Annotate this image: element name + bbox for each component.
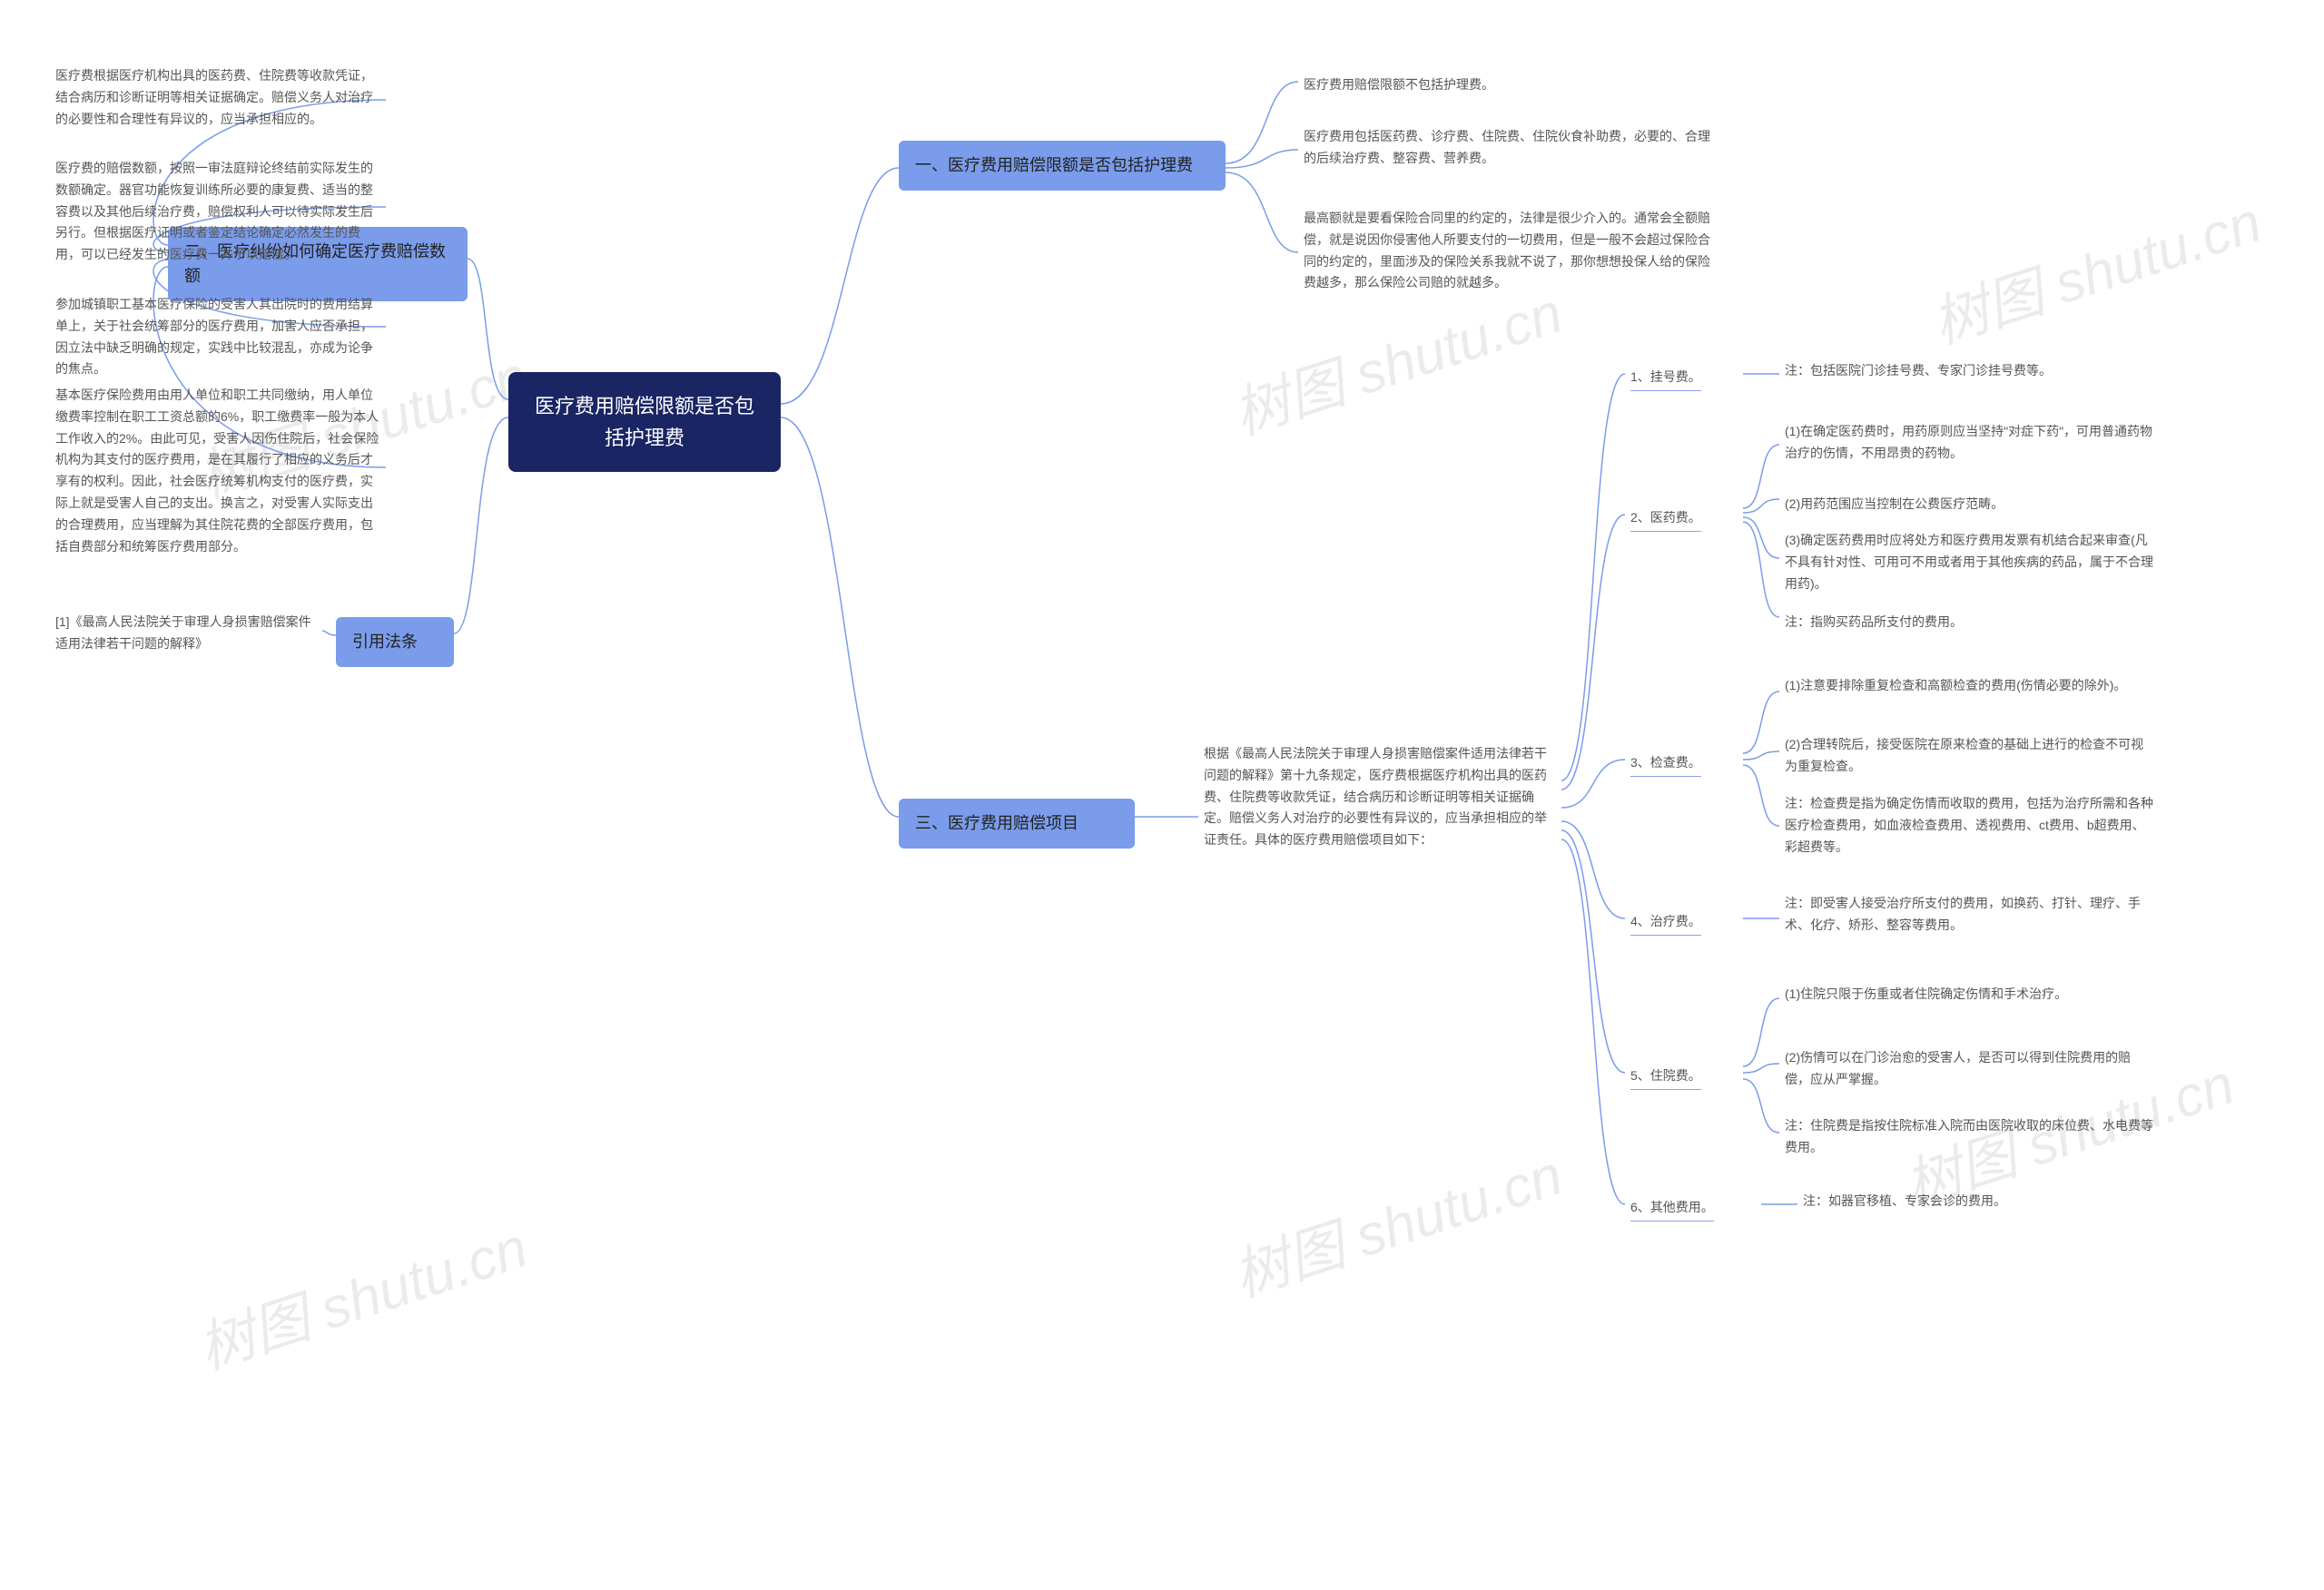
- edge: [1743, 1064, 1779, 1073]
- item-i1: 1、挂号费。: [1625, 363, 1743, 395]
- item-i3: 3、检查费。: [1625, 749, 1743, 780]
- branch-b3[interactable]: 三、医疗费用赔偿项目: [899, 799, 1135, 849]
- edge: [1561, 821, 1625, 918]
- leaf-b2c3: 参加城镇职工基本医疗保险的受害人其出院时的费用结算单上，关于社会统筹部分的医疗费…: [50, 290, 386, 384]
- leaf-b2c1: 医疗费根据医疗机构出具的医药费、住院费等收款凭证，结合病历和诊断证明等相关证据确…: [50, 62, 386, 133]
- edge: [1561, 839, 1625, 1204]
- item-i5: 5、住院费。: [1625, 1062, 1743, 1094]
- note-i3n2: (2)合理转院后，接受医院在原来检查的基础上进行的检查不可视为重复检查。: [1779, 731, 2161, 781]
- edge: [1743, 692, 1779, 753]
- edge: [322, 631, 336, 635]
- note-i5n1: (1)住院只限于伤重或者住院确定伤情和手术治疗。: [1779, 980, 2161, 1009]
- leaf-b4c1: [1]《最高人民法院关于审理人身损害赔偿案件适用法律若干问题的解释》: [50, 608, 322, 659]
- note-i5n3: 注：住院费是指按住院标准入院而由医院收取的床位费、水电费等费用。: [1779, 1112, 2161, 1163]
- leaf-b2c4: 基本医疗保险费用由用人单位和职工共同缴纳，用人单位缴费率控制在职工工资总额的6%…: [50, 381, 386, 561]
- branch-b4[interactable]: 引用法条: [336, 617, 454, 667]
- edge: [1561, 830, 1625, 1073]
- edge: [1743, 765, 1779, 826]
- note-i1n1: 注：包括医院门诊挂号费、专家门诊挂号费等。: [1779, 357, 2161, 386]
- watermark: 树图 shutu.cn: [1920, 176, 2270, 359]
- edge: [1561, 515, 1625, 790]
- note-i3n3: 注：检查费是指为确定伤情而收取的费用，包括为治疗所需和各种医疗检查费用，如血液检…: [1779, 790, 2161, 861]
- note-i2n1: (1)在确定医药费时，用药原则应当坚持"对症下药"，可用普通药物治疗的伤情，不用…: [1779, 417, 2161, 468]
- edge: [1226, 82, 1298, 163]
- item-i6: 6、其他费用。: [1625, 1193, 1761, 1225]
- leaf-b2c2: 医疗费的赔偿数额，按照一审法庭辩论终结前实际发生的数额确定。器官功能恢复训练所必…: [50, 154, 386, 270]
- note-i2n2: (2)用药范围应当控制在公费医疗范畴。: [1779, 490, 2161, 519]
- intro-b3intro: 根据《最高人民法院关于审理人身损害赔偿案件适用法律若干问题的解释》第十九条规定，…: [1198, 740, 1561, 855]
- edge: [1743, 1079, 1779, 1133]
- edge: [1226, 150, 1298, 168]
- item-i4: 4、治疗费。: [1625, 908, 1743, 939]
- note-i5n2: (2)伤情可以在门诊治愈的受害人，是否可以得到住院费用的赔偿，应从严掌握。: [1779, 1044, 2161, 1094]
- mindmap-canvas: 树图 shutu.cn树图 shutu.cn树图 shutu.cn树图 shut…: [0, 0, 2324, 1590]
- leaf-b1c2: 医疗费用包括医药费、诊疗费、住院费、住院伙食补助费，必要的、合理的后续治疗费、整…: [1298, 123, 1716, 173]
- edge: [1743, 998, 1779, 1066]
- edge: [781, 417, 899, 817]
- watermark: 树图 shutu.cn: [1221, 1129, 1571, 1312]
- edge: [781, 168, 899, 404]
- edge: [1561, 760, 1625, 808]
- edge: [454, 417, 508, 633]
- leaf-b1c3: 最高额就是要看保险合同里的约定的，法律是很少介入的。通常会全额赔偿，就是说因你侵…: [1298, 204, 1716, 298]
- edge: [468, 259, 508, 399]
- note-i2n3: (3)确定医药费用时应将处方和医疗费用发票有机结合起来审查(凡不具有针对性、可用…: [1779, 526, 2161, 598]
- edge: [1561, 374, 1625, 780]
- note-i2n4: 注：指购买药品所支付的费用。: [1779, 608, 2161, 637]
- watermark: 树图 shutu.cn: [186, 1202, 536, 1385]
- edge: [1226, 172, 1298, 252]
- root-node[interactable]: 医疗费用赔偿限额是否包括护理费: [508, 372, 781, 472]
- edge: [1743, 522, 1779, 617]
- edge: [1743, 517, 1779, 558]
- note-i4n1: 注：即受害人接受治疗所支付的费用，如换药、打针、理疗、手术、化疗、矫形、整容等费…: [1779, 889, 2161, 940]
- edge: [1743, 751, 1779, 760]
- note-i6n1: 注：如器官移植、专家会诊的费用。: [1797, 1187, 2161, 1216]
- branch-b1[interactable]: 一、医疗费用赔偿限额是否包括护理费: [899, 141, 1226, 191]
- leaf-b1c1: 医疗费用赔偿限额不包括护理费。: [1298, 71, 1716, 100]
- edge: [1743, 445, 1779, 508]
- edge: [1743, 499, 1779, 513]
- note-i3n1: (1)注意要排除重复检查和高额检查的费用(伤情必要的除外)。: [1779, 672, 2161, 701]
- item-i2: 2、医药费。: [1625, 504, 1743, 535]
